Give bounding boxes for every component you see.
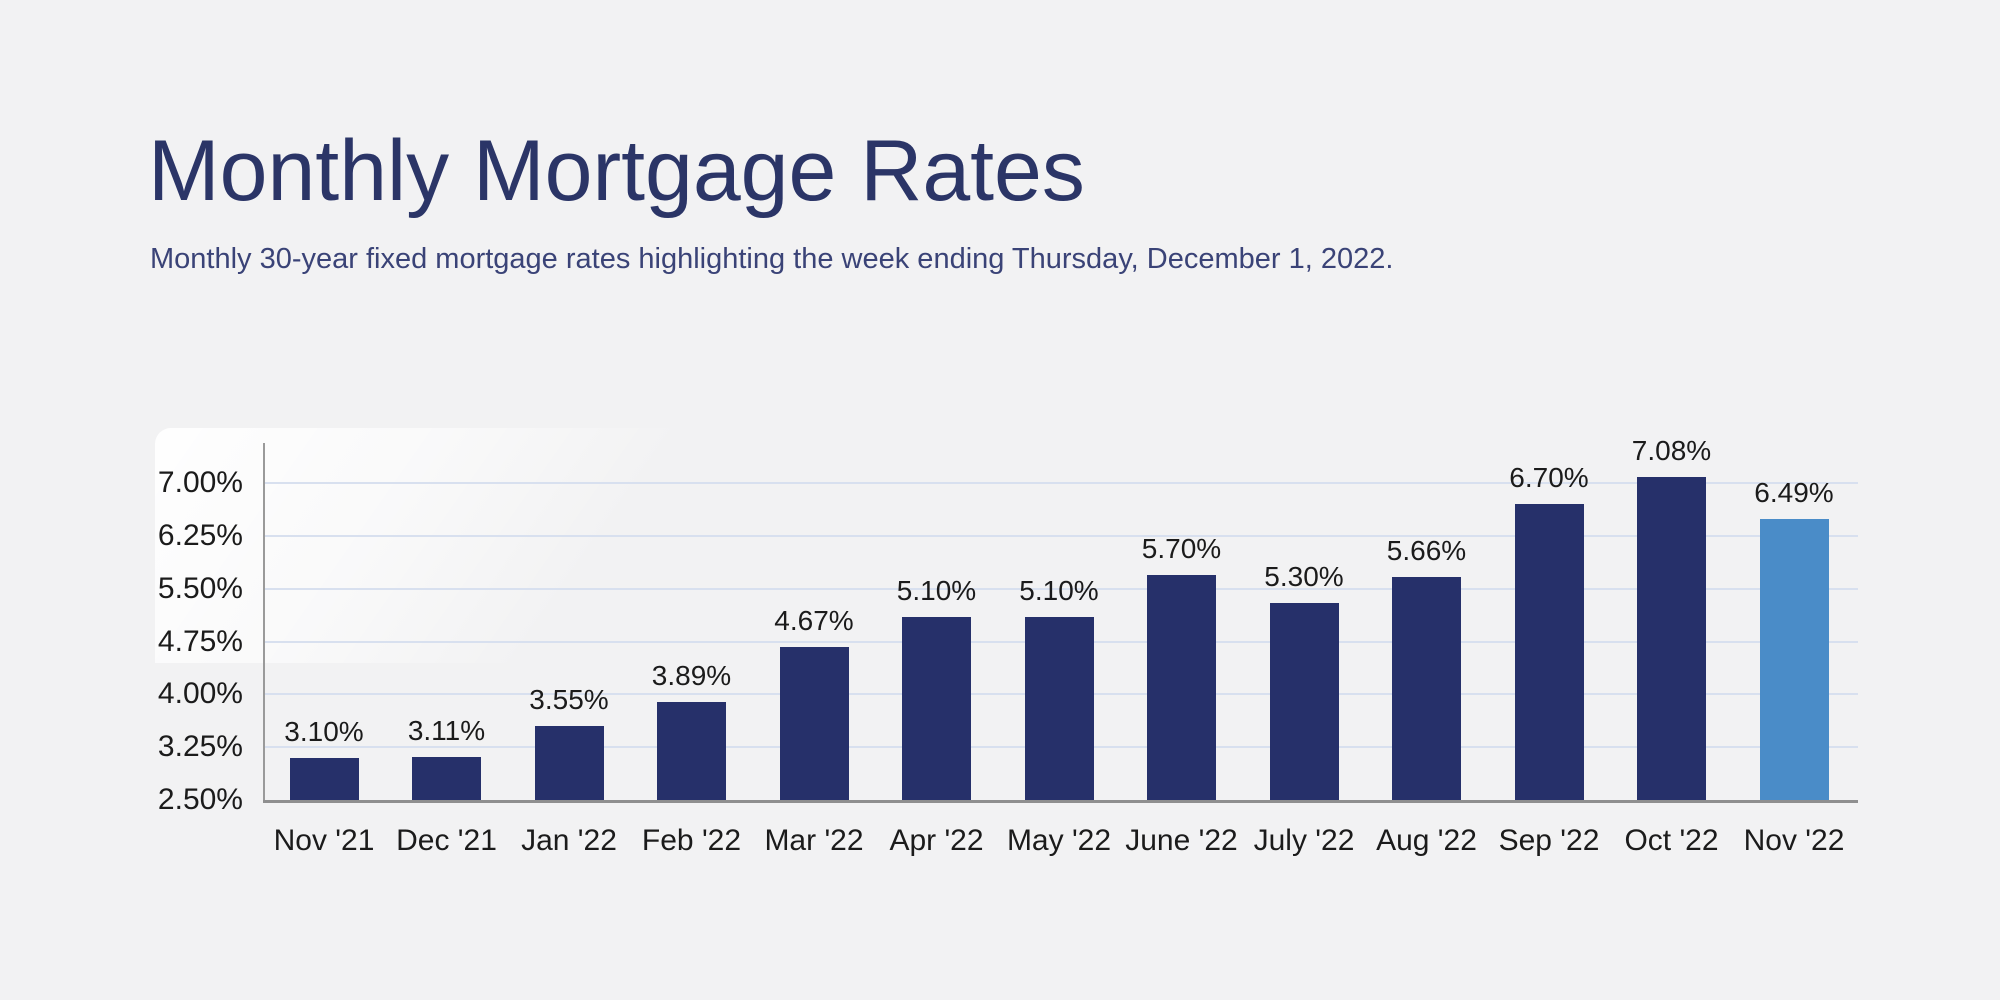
bar-mar-22 xyxy=(779,647,849,800)
bar-july-22 xyxy=(1269,602,1339,800)
x-axis-category-label: Apr '22 xyxy=(889,824,984,857)
bar-feb-22 xyxy=(657,702,726,800)
bar-oct-22 xyxy=(1637,477,1706,800)
x-axis-category-label: Nov '21 xyxy=(273,824,375,857)
y-axis-tick-label: 5.50% xyxy=(157,571,243,605)
y-axis-tick-label: 4.75% xyxy=(157,624,243,658)
bar-value-label: 3.11% xyxy=(407,715,486,747)
chart-gridline xyxy=(265,482,1858,484)
bar-value-label: 6.49% xyxy=(1754,476,1834,508)
y-axis-tick-label: 7.00% xyxy=(157,466,243,499)
x-axis-category-label: Nov '22 xyxy=(1743,824,1845,857)
x-axis-category-label: Mar '22 xyxy=(764,824,864,857)
y-axis-tick-label: 2.50% xyxy=(157,783,243,816)
bar-apr-22 xyxy=(902,616,971,800)
y-axis-tick-label: 3.25% xyxy=(157,730,243,764)
x-axis-category-label: Sep '22 xyxy=(1498,824,1600,857)
chart-gridline xyxy=(265,534,1858,537)
chart-highlight-panel xyxy=(155,428,775,663)
bar-value-label: 3.10% xyxy=(284,715,364,747)
bar-value-label: 5.70% xyxy=(1141,532,1222,564)
bar-sep-22 xyxy=(1514,504,1584,800)
bar-may-22 xyxy=(1024,616,1094,800)
bar-value-label: 5.66% xyxy=(1386,535,1467,567)
page-subtitle: Monthly 30-year fixed mortgage rates hig… xyxy=(150,243,1394,275)
bar-nov-22 xyxy=(1759,518,1829,800)
x-axis-category-label: May '22 xyxy=(1006,824,1112,857)
bar-value-label: 4.67% xyxy=(774,605,854,637)
bar-value-label: 5.10% xyxy=(896,574,977,606)
x-axis-category-label: June '22 xyxy=(1125,824,1238,857)
bar-jan-22 xyxy=(534,726,604,800)
x-axis-category-label: Feb '22 xyxy=(641,824,742,857)
y-axis-line xyxy=(263,443,265,803)
page-title: Monthly Mortgage Rates xyxy=(148,123,1085,219)
bar-value-label: 3.89% xyxy=(651,660,732,692)
bar-value-label: 5.10% xyxy=(1019,574,1099,606)
y-axis-tick-label: 4.00% xyxy=(157,677,243,711)
bar-nov-21 xyxy=(289,757,359,800)
x-axis-category-label: Dec '21 xyxy=(396,824,497,857)
chart-gridline xyxy=(265,587,1858,590)
bar-value-label: 6.70% xyxy=(1509,462,1589,494)
x-axis-category-label: Jan '22 xyxy=(521,824,617,857)
bar-value-label: 5.30% xyxy=(1264,560,1344,592)
bar-aug-22 xyxy=(1392,577,1461,800)
x-axis-category-label: July '22 xyxy=(1253,824,1355,857)
x-axis-category-label: Oct '22 xyxy=(1624,824,1719,857)
x-axis-line xyxy=(263,800,1858,803)
y-axis-tick-label: 6.25% xyxy=(157,518,243,552)
bar-dec-21 xyxy=(412,757,481,800)
bar-value-label: 3.55% xyxy=(529,684,609,716)
bar-june-22 xyxy=(1147,574,1216,800)
bar-value-label: 7.08% xyxy=(1631,435,1712,467)
bar-chart: 7.00% 6.25% 5.50% 4.75% 4.00% 3.25% 2.50% 3.10%… xyxy=(155,428,1870,873)
x-axis-category-label: Aug '22 xyxy=(1376,824,1477,857)
